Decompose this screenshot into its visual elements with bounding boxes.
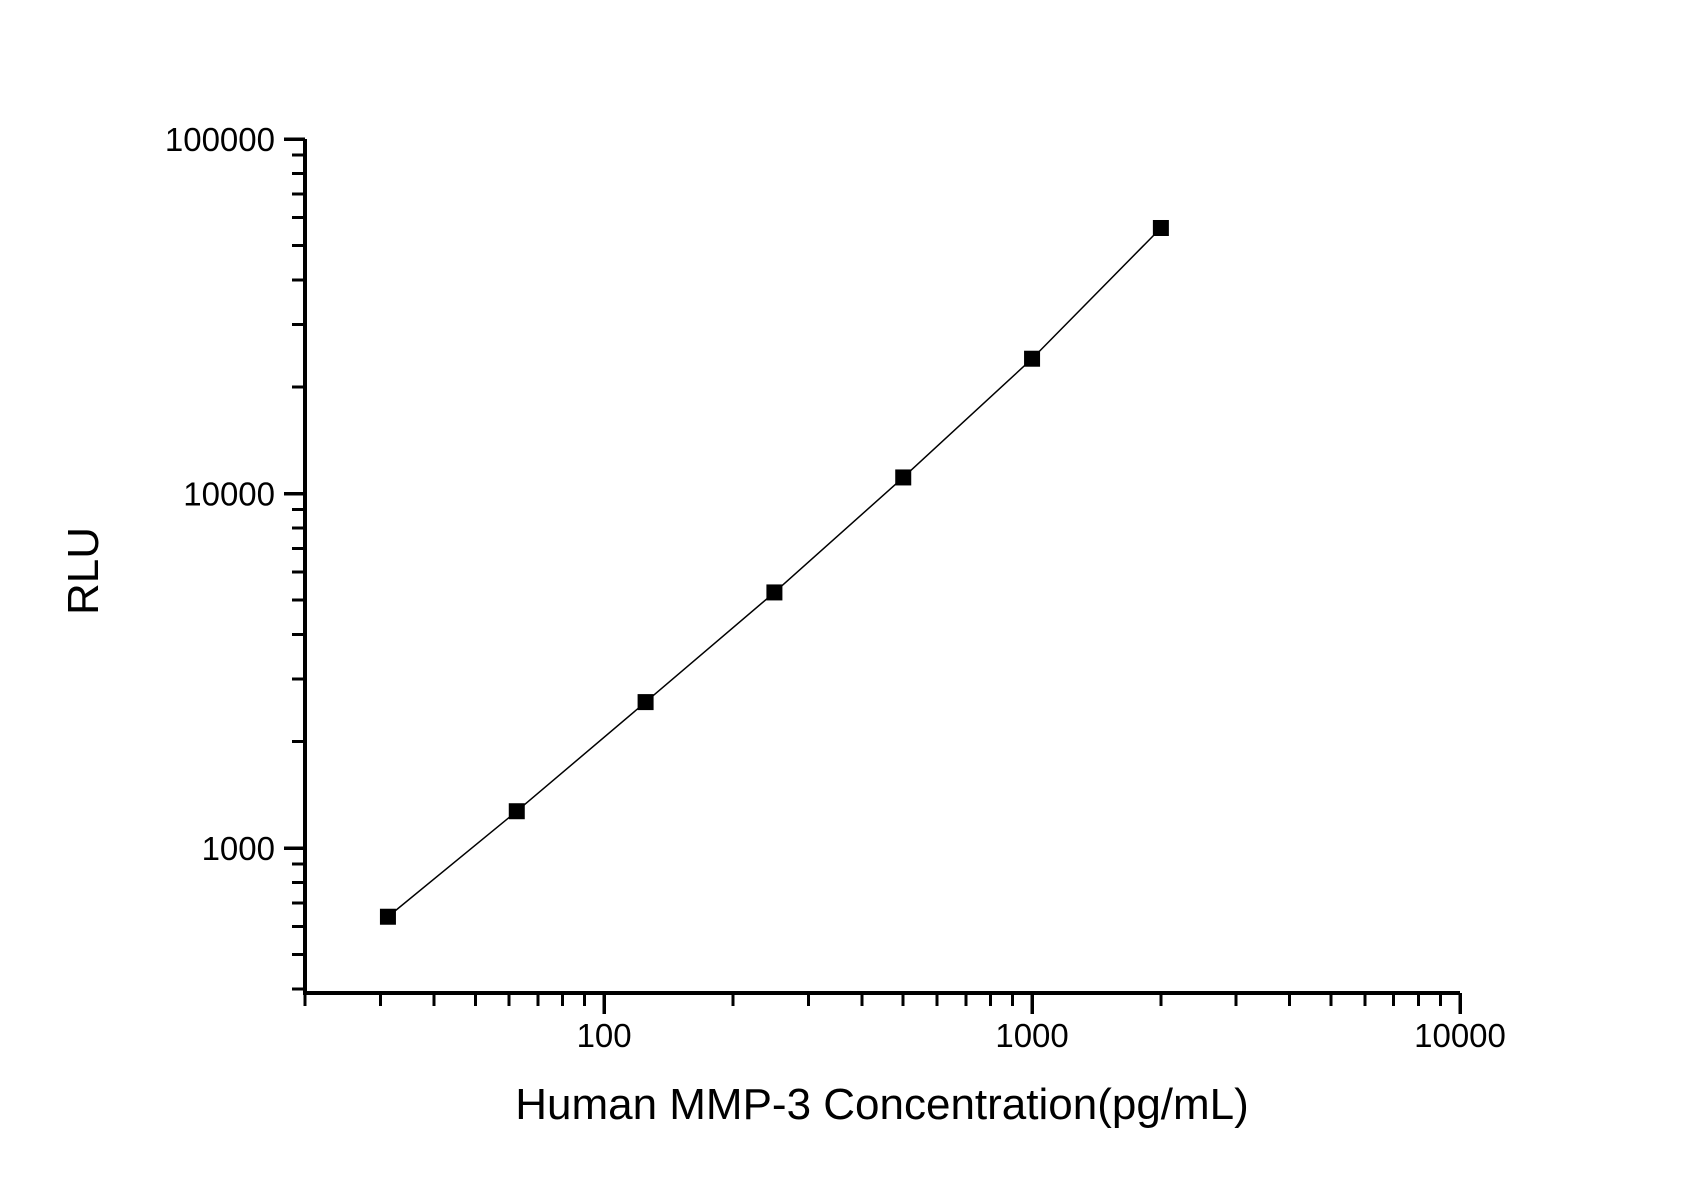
data-point-marker [379,908,396,925]
data-point-marker [508,803,525,820]
data-point-marker [1024,350,1041,367]
x-tick-label: 100 [577,1017,632,1054]
x-tick-label: 1000 [995,1017,1068,1054]
data-point-marker [895,469,912,486]
y-tick-label: 1000 [202,830,275,867]
data-point-marker [637,694,654,711]
y-axis-title: RLU [59,526,108,616]
x-axis-title: Human MMP-3 Concentration(pg/mL) [515,1080,1249,1129]
data-point-marker [1152,219,1169,236]
y-tick-label: 10000 [183,476,275,513]
series-line [387,227,1162,918]
data-point-marker [766,584,783,601]
x-tick-label: 10000 [1414,1017,1506,1054]
y-tick-label: 100000 [165,121,275,158]
